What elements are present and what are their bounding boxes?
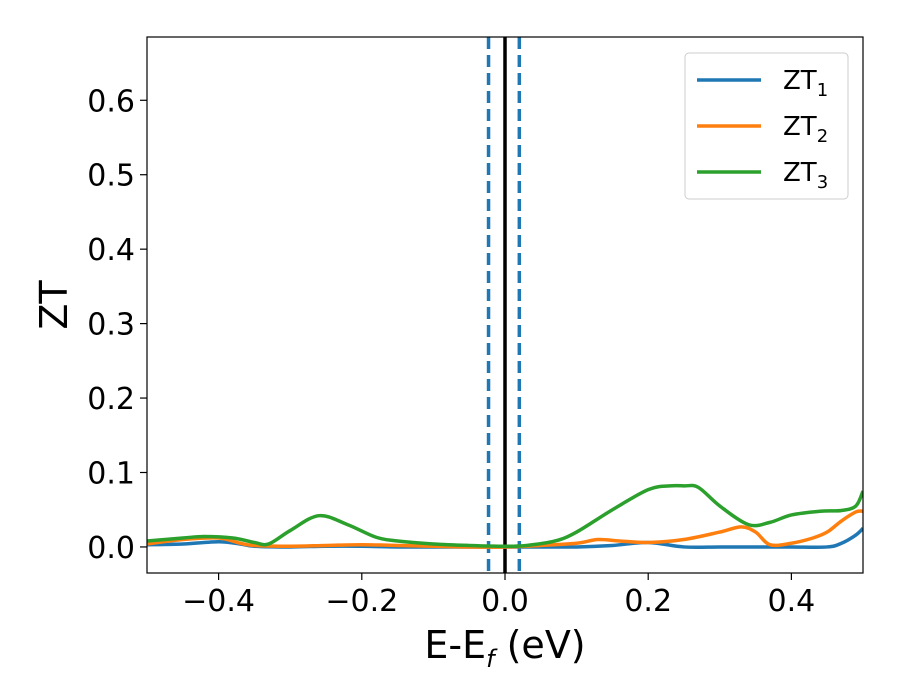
reference-lines: [489, 37, 520, 573]
x-tick-label: 0.0: [481, 584, 529, 619]
y-axis: 0.0 0.1 0.2 0.3 0.4 0.5 0.6: [87, 84, 147, 566]
x-tick-label: −0.2: [325, 584, 398, 619]
x-tick-label: 0.4: [768, 584, 816, 619]
x-tick-label: −0.4: [182, 584, 255, 619]
x-axis-title-main: E-E: [424, 623, 486, 667]
y-tick-label: 0.3: [87, 308, 135, 343]
y-tick-label: 0.4: [87, 233, 135, 268]
x-axis-title-unit: (eV): [495, 623, 586, 667]
y-tick-label: 0.2: [87, 382, 135, 417]
x-tick-label: 0.2: [624, 584, 672, 619]
x-axis: −0.4 −0.2 0.0 0.2 0.4: [182, 573, 815, 619]
y-tick-label: 0.1: [87, 457, 135, 492]
y-axis-title: ZT: [32, 280, 76, 330]
y-tick-label: 0.0: [87, 531, 135, 566]
y-tick-label: 0.6: [87, 84, 135, 119]
y-tick-label: 0.5: [87, 159, 135, 194]
x-axis-title: E-Ef (eV): [424, 623, 585, 673]
